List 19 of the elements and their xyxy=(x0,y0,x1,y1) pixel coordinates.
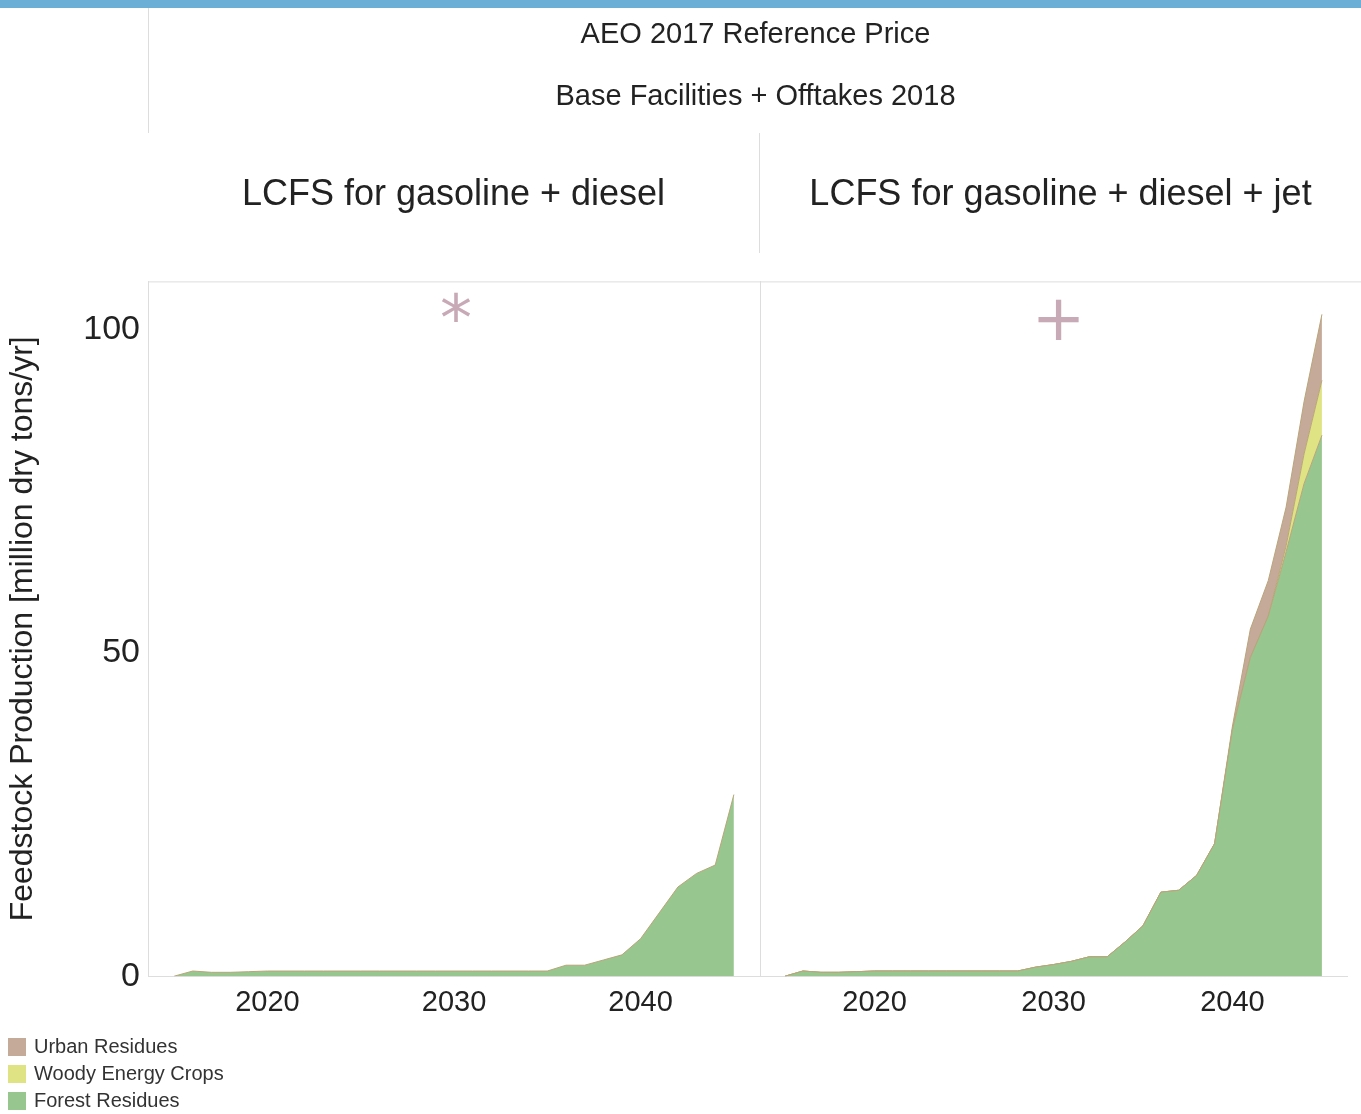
legend-label: Forest Residues xyxy=(34,1088,180,1113)
annotation: * xyxy=(440,281,472,356)
x-tick-label: 2040 xyxy=(1200,984,1265,1017)
x-tick-label: 2030 xyxy=(421,984,487,1017)
x-tick-label: 2020 xyxy=(235,984,300,1017)
x-tick-label: 2030 xyxy=(1021,984,1086,1017)
y-tick-label: 100 xyxy=(83,308,140,347)
text: Base Facilities + Offtakes 2018 xyxy=(554,78,957,113)
chart-title: LCFS for gasoline + diesel xyxy=(148,133,760,253)
y-tick-label: 0 xyxy=(121,954,140,993)
text: AEO 2017 Reference Price xyxy=(579,16,932,51)
legend-label: Urban Residues xyxy=(34,1034,178,1059)
legend-label: Woody Energy Crops xyxy=(34,1061,224,1086)
annotation: + xyxy=(1031,281,1086,356)
chart-title: LCFS for gasoline + diesel + jet xyxy=(808,171,1313,215)
y-axis-title: Feedstock Production [million dry tons/yr] xyxy=(3,336,40,922)
x-tick-label: 2040 xyxy=(608,984,673,1017)
x-tick-label: 2020 xyxy=(842,984,907,1017)
y-tick-label: 50 xyxy=(102,631,140,670)
